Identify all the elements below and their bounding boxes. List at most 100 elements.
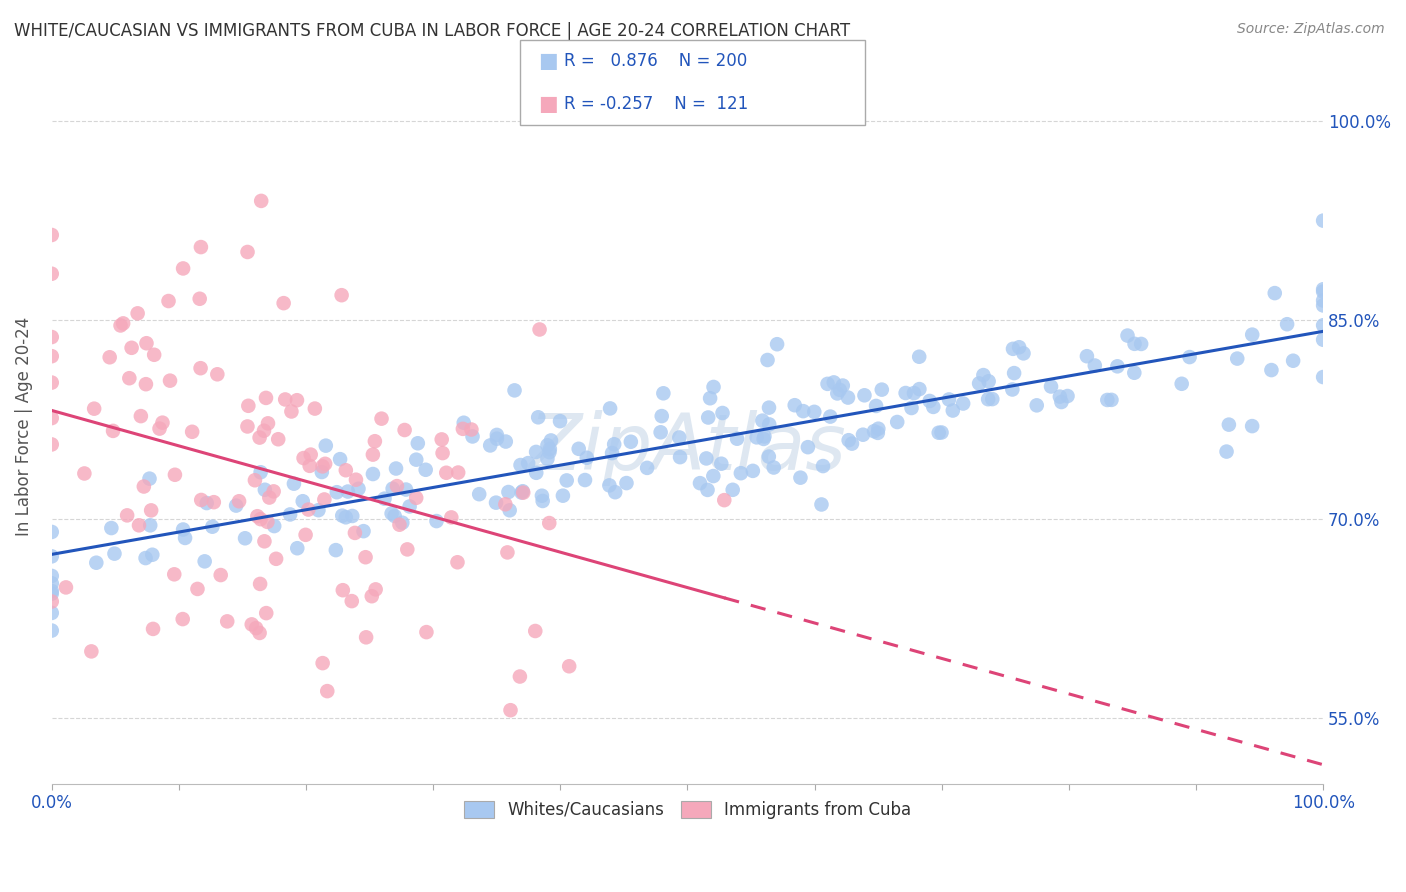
Point — [1107, 359, 1129, 374]
Point — [509, 458, 531, 472]
Point — [510, 485, 533, 500]
Point — [41, 587, 63, 601]
Point — [118, 371, 141, 385]
Point — [314, 492, 336, 507]
Point — [340, 594, 363, 608]
Point — [702, 380, 724, 394]
Point — [440, 510, 463, 524]
Point — [406, 436, 429, 450]
Point — [697, 410, 720, 425]
Point — [41, 584, 63, 599]
Point — [202, 495, 225, 509]
Point — [121, 341, 143, 355]
Point — [381, 507, 404, 521]
Point — [766, 337, 789, 351]
Point — [194, 554, 217, 568]
Point — [80, 644, 103, 658]
Point — [485, 432, 508, 446]
Point — [536, 438, 558, 452]
Point — [1312, 318, 1334, 333]
Point — [190, 240, 212, 254]
Point — [1312, 333, 1334, 347]
Point — [1226, 351, 1249, 366]
Point — [325, 543, 347, 558]
Point — [831, 378, 853, 392]
Point — [1002, 366, 1025, 380]
Point — [530, 489, 553, 503]
Point — [336, 484, 359, 499]
Point — [863, 424, 886, 438]
Point — [524, 445, 547, 459]
Point — [311, 459, 333, 474]
Point — [41, 569, 63, 583]
Point — [254, 391, 277, 405]
Point — [236, 244, 259, 259]
Point — [353, 524, 375, 538]
Point — [485, 428, 508, 442]
Point — [1001, 383, 1024, 397]
Point — [574, 473, 596, 487]
Point — [254, 606, 277, 620]
Point — [823, 376, 845, 390]
Point — [575, 450, 598, 465]
Text: ■: ■ — [538, 51, 558, 70]
Point — [209, 568, 232, 582]
Point — [285, 541, 308, 556]
Point — [195, 496, 218, 510]
Point — [620, 434, 643, 449]
Point — [41, 524, 63, 539]
Point — [190, 361, 212, 376]
Point — [298, 458, 321, 473]
Point — [754, 429, 776, 443]
Point — [598, 478, 620, 492]
Point — [866, 425, 889, 440]
Point — [86, 556, 108, 570]
Point — [430, 433, 453, 447]
Point — [977, 374, 1000, 388]
Point — [1123, 336, 1146, 351]
Point — [942, 403, 965, 417]
Point — [41, 267, 63, 281]
Point — [1312, 293, 1334, 308]
Point — [299, 448, 322, 462]
Point — [503, 384, 526, 398]
Point — [245, 621, 267, 635]
Point — [174, 531, 197, 545]
Point — [41, 349, 63, 363]
Point — [1241, 419, 1264, 434]
Point — [967, 376, 990, 391]
Point — [725, 432, 748, 446]
Point — [249, 512, 271, 526]
Point — [616, 476, 638, 491]
Point — [425, 514, 447, 528]
Point — [918, 394, 941, 409]
Point — [347, 482, 370, 496]
Point — [605, 485, 627, 500]
Point — [385, 479, 408, 493]
Point — [1116, 328, 1139, 343]
Point — [41, 624, 63, 638]
Point — [41, 549, 63, 564]
Point — [820, 409, 842, 424]
Point — [249, 577, 271, 591]
Point — [172, 261, 194, 276]
Point — [603, 437, 626, 451]
Point — [112, 317, 135, 331]
Point — [538, 445, 561, 459]
Point — [280, 404, 302, 418]
Point — [938, 392, 960, 407]
Text: WHITE/CAUCASIAN VS IMMIGRANTS FROM CUBA IN LABOR FORCE | AGE 20-24 CORRELATION C: WHITE/CAUCASIAN VS IMMIGRANTS FROM CUBA … — [14, 22, 851, 40]
Legend: Whites/Caucasians, Immigrants from Cuba: Whites/Caucasians, Immigrants from Cuba — [457, 794, 918, 825]
Point — [540, 434, 562, 448]
Point — [364, 434, 387, 449]
Point — [103, 547, 125, 561]
Point — [41, 606, 63, 620]
Point — [432, 446, 454, 460]
Point — [1123, 366, 1146, 380]
Point — [512, 484, 534, 499]
Y-axis label: In Labor Force | Age 20-24: In Labor Force | Age 20-24 — [15, 317, 32, 536]
Point — [741, 464, 763, 478]
Point — [332, 583, 354, 598]
Point — [479, 438, 502, 452]
Point — [135, 336, 157, 351]
